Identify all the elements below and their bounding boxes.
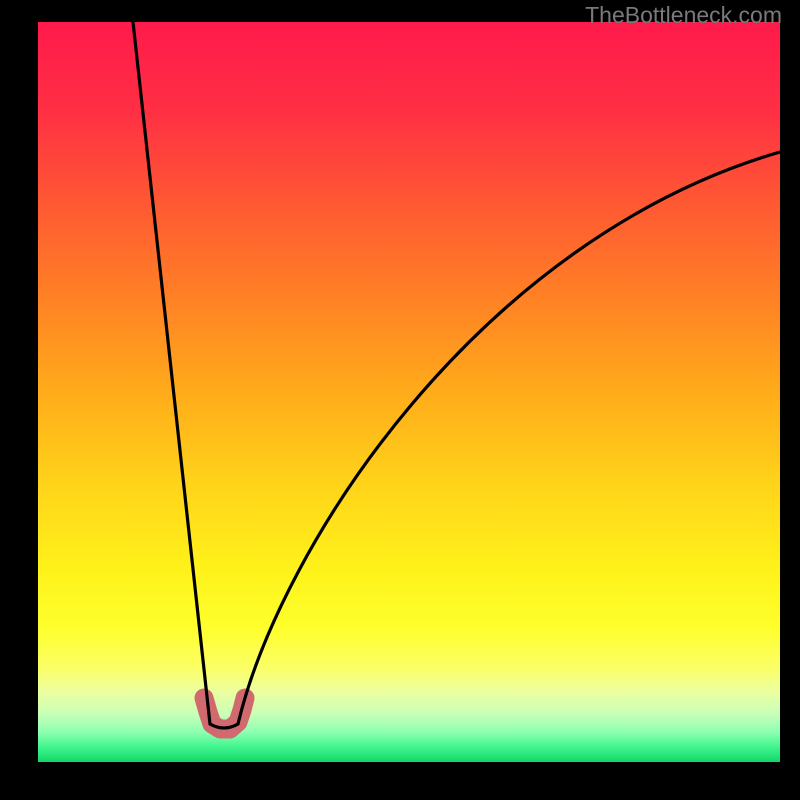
chart-svg (38, 22, 780, 762)
watermark-text: TheBottleneck.com (585, 2, 782, 29)
chart-frame (38, 22, 780, 762)
gradient-background (38, 22, 780, 762)
